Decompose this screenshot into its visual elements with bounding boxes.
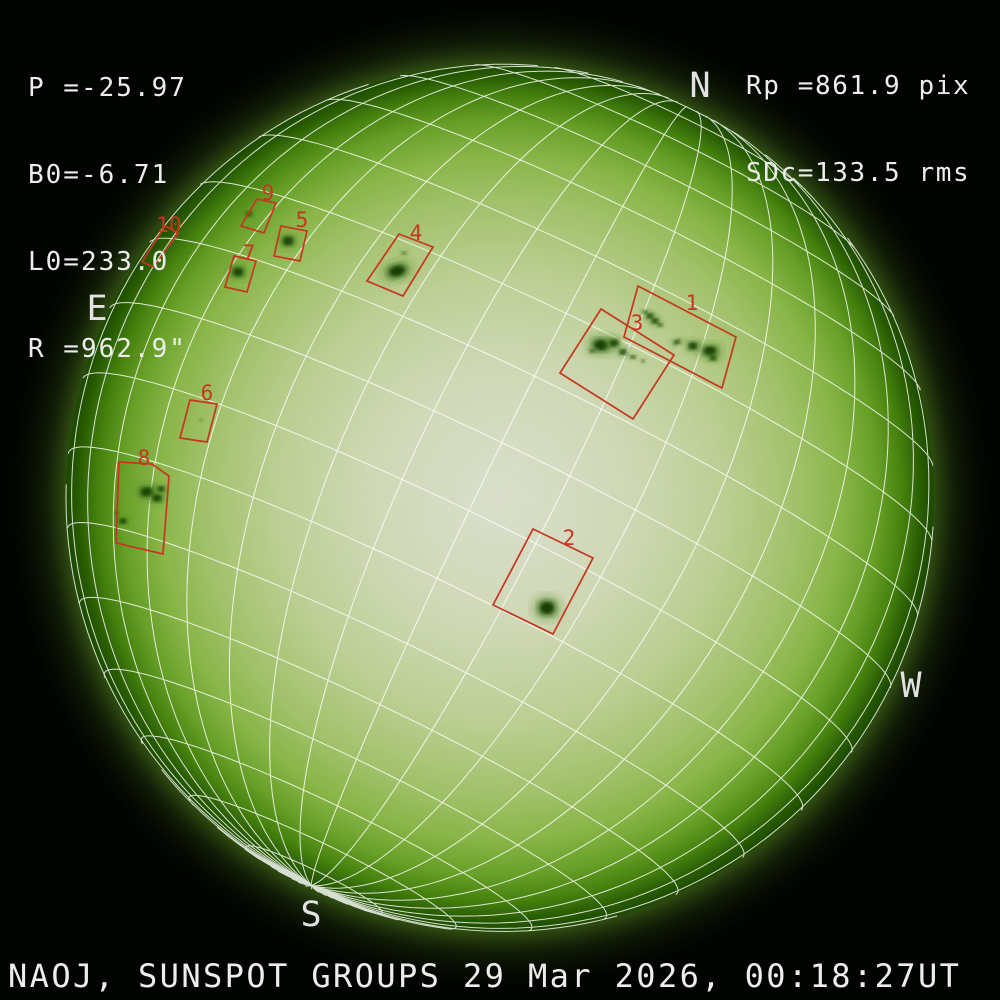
ephemeris-line-p: P =-25.97 (28, 73, 187, 103)
sunspot-umbra (401, 251, 407, 255)
sunspot-umbra (157, 486, 165, 492)
compass-label-E: E (86, 289, 107, 329)
sunspot-group-box-10 (140, 224, 180, 269)
sunspot-umbra (610, 339, 618, 347)
sunspot-group-box-9 (239, 198, 278, 235)
ephemeris-line-b0: B0=-6.71 (28, 160, 170, 190)
sunspot-umbra (540, 602, 554, 614)
sunspot-umbra (119, 518, 127, 524)
sunspot-group-label-1: 1 (686, 291, 699, 315)
sunspot-group-label-5: 5 (296, 208, 309, 232)
sunspot-group-box-6 (178, 399, 219, 443)
heliographic-grid-layer (65, 63, 934, 932)
sunspot-group-label-6: 6 (201, 381, 214, 405)
fit-line-rp: Rp =861.9 pix (746, 71, 971, 101)
sunspot-group-label-10: 10 (156, 213, 181, 237)
heliographic-grid (65, 63, 934, 932)
compass-label-N: N (689, 66, 710, 106)
sunspot-umbra (233, 268, 243, 276)
granulation-noise (66, 64, 934, 932)
group-box-layer: 1 2 3 4 5 6 7 8 9 10 (115, 181, 738, 636)
sunspot-umbra (199, 418, 203, 422)
fit-line-sdc: SDc=133.5 rms (746, 158, 971, 188)
sunspot-umbra (389, 266, 405, 276)
fit-parameters-readout: Rp =861.9 pix SDc=133.5 rms (746, 14, 970, 246)
sunspot-umbra (283, 237, 293, 245)
ephemeris-line-r: R =962.9" (28, 334, 187, 364)
sunspot-group-box-1 (622, 284, 738, 390)
sunspot-umbra (689, 342, 697, 350)
sunspot-group-label-4: 4 (410, 221, 423, 245)
sunspot-group-label-2: 2 (563, 526, 576, 550)
sunspot-group-label-3: 3 (631, 311, 644, 335)
sunspot-group-label-9: 9 (262, 181, 275, 205)
sunspot-umbra (151, 241, 161, 253)
image-caption: NAOJ, SUNSPOT GROUPS 29 Mar 2026, 00:18:… (8, 957, 962, 995)
sunspot-umbra (153, 494, 161, 502)
sunspot-group-label-8: 8 (138, 446, 151, 470)
sunspot-group-box-4 (365, 232, 435, 298)
compass-layer: N E W S (86, 66, 922, 935)
solar-disk-layer (10, 8, 990, 988)
sunspot-group-box-2 (491, 527, 595, 636)
sunspot-umbra (589, 349, 595, 353)
ephemeris-line-l0: L0=233.0 (28, 247, 170, 277)
compass-label-W: W (900, 666, 922, 706)
sunspot-umbra (709, 355, 717, 361)
sunspot-umbra (641, 359, 645, 363)
sunspot-umbra (657, 323, 663, 327)
compass-label-S: S (300, 895, 321, 935)
sunspot-group-box-8 (115, 461, 170, 556)
sunspot-group-label-7: 7 (243, 241, 256, 265)
sunspot-umbra (630, 355, 636, 359)
sunspot-group-box-7 (223, 254, 258, 294)
sunspot-umbra (619, 349, 627, 355)
ephemeris-readout: P =-25.97 B0=-6.71 L0=233.0 R =962.9" (28, 16, 187, 422)
sunspot-group-box-5 (272, 225, 309, 262)
sunspot-umbra (673, 339, 681, 345)
sunspot-group-box-3 (558, 307, 676, 421)
